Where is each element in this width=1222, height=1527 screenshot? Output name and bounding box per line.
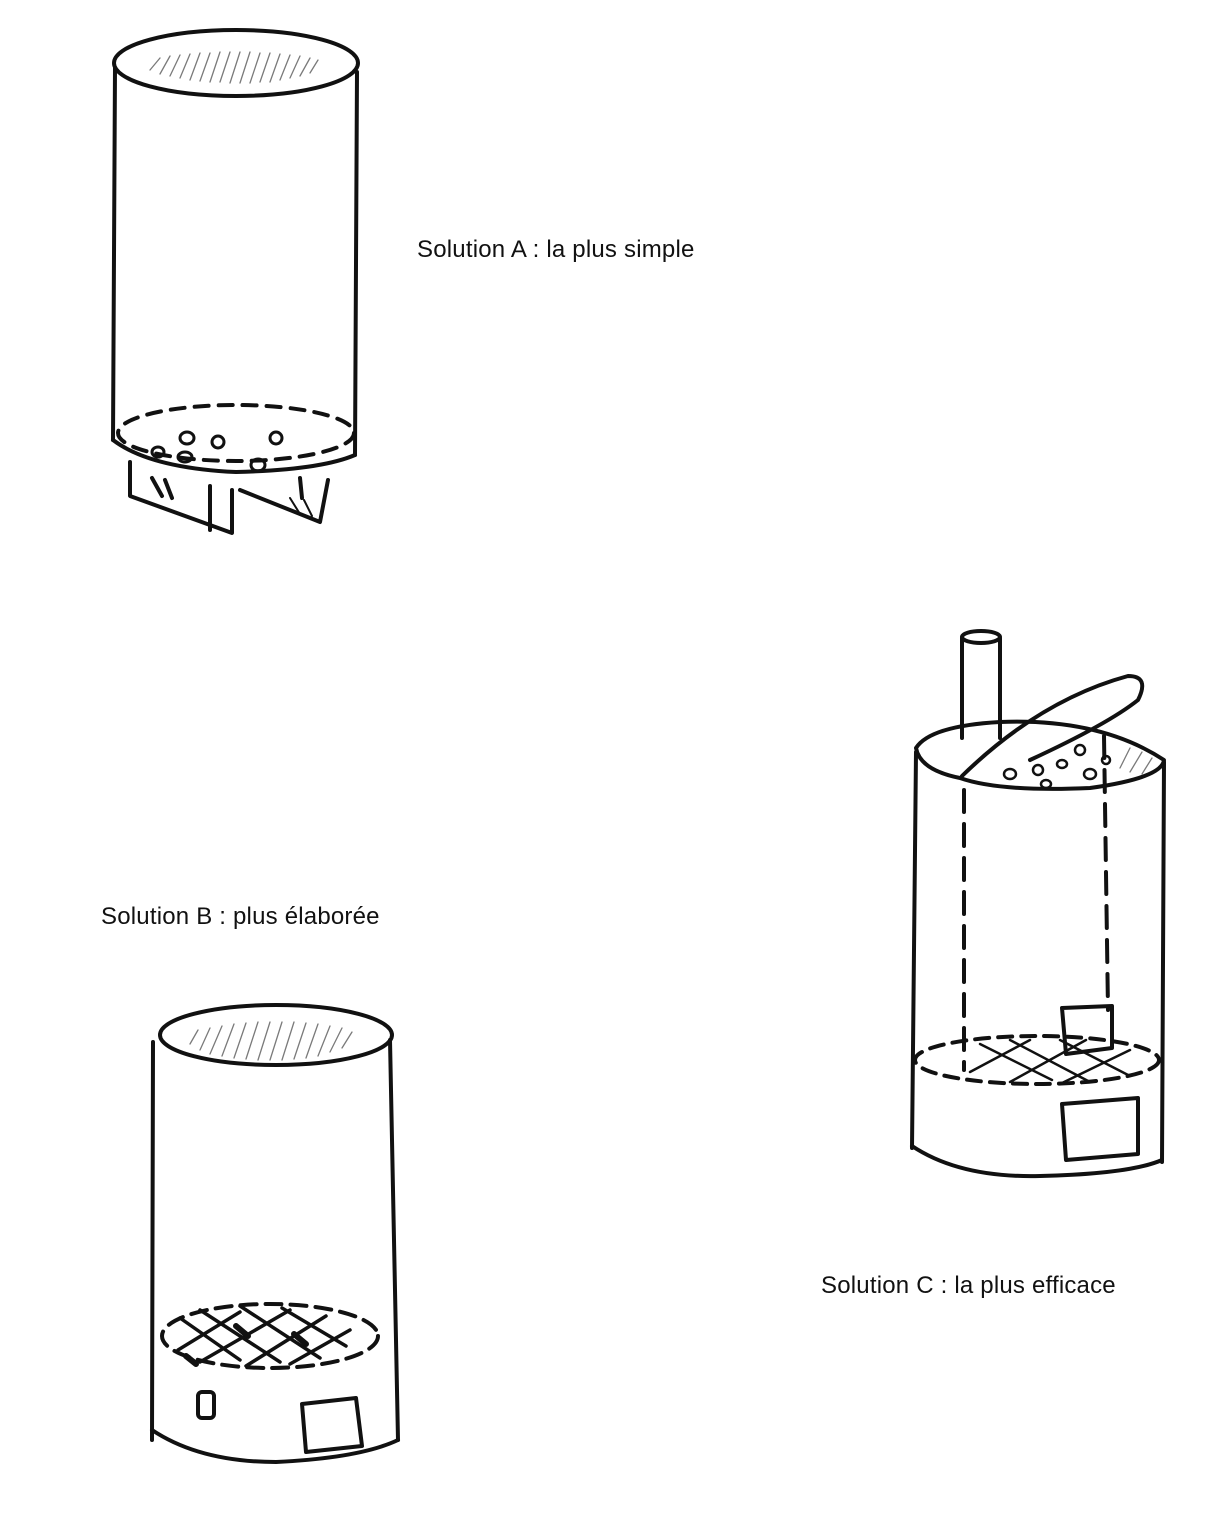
- stove-c-inner-opening: [1060, 1004, 1114, 1056]
- caption-solution-c: Solution C : la plus efficace: [821, 1272, 1116, 1299]
- stove-a-feet: [128, 460, 330, 535]
- caption-solution-a: Solution A : la plus simple: [417, 236, 695, 263]
- stove-b-feed-door: [300, 1396, 364, 1454]
- stove-b-grate: [160, 1302, 380, 1370]
- stove-a-inner-shading: [149, 51, 319, 84]
- stove-c-feed-door: [1060, 1096, 1140, 1162]
- stove-b-bottom-rim: [150, 1428, 400, 1464]
- stove-c-left-wall: [910, 750, 918, 1150]
- stove-c-right-wall: [1160, 760, 1166, 1164]
- stove-a-top-rim: [112, 28, 360, 98]
- stove-b-right-wall: [388, 1038, 400, 1442]
- stove-c-top-rim: [914, 719, 1166, 791]
- stove-c-inner-chamber: [962, 734, 1110, 1072]
- stove-b-air-vent: [196, 1390, 216, 1420]
- stove-c-grate: [913, 1034, 1161, 1086]
- caption-solution-b: Solution B : plus élaborée: [101, 903, 380, 930]
- stove-a-left-wall: [111, 66, 117, 442]
- stove-c-bottom-rim: [910, 1144, 1164, 1179]
- stove-a-air-holes: [150, 430, 284, 473]
- stove-b-left-wall: [150, 1040, 155, 1442]
- stove-b-top-rim: [158, 1003, 394, 1067]
- stove-c-lid: [960, 674, 1145, 778]
- stove-b-grate-grid: [176, 1304, 352, 1368]
- stove-a-bottom-rim: [111, 438, 357, 474]
- stove-a-grate: [116, 403, 356, 463]
- stove-b-sketch: [150, 1003, 400, 1464]
- stove-a-right-wall: [353, 70, 359, 457]
- stove-a-sketch: [111, 28, 360, 535]
- stove-b-inner-shading: [189, 1021, 353, 1061]
- stove-c-inner-shading: [1119, 747, 1153, 775]
- stove-c-pellets: [1002, 743, 1112, 790]
- stove-c-grate-grid: [968, 1038, 1132, 1086]
- stove-c-sketch: [910, 629, 1166, 1179]
